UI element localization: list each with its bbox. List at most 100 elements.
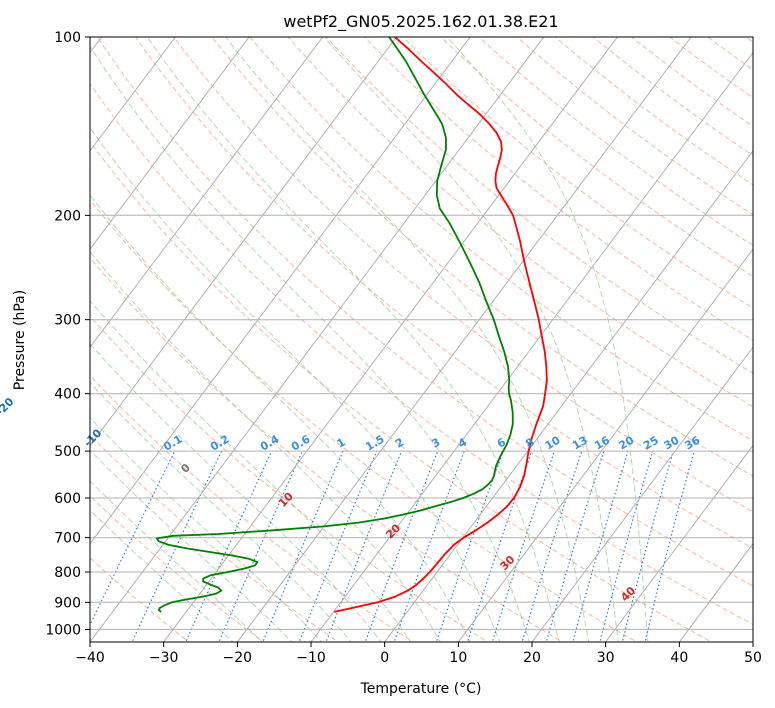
isotherm-line — [90, 37, 177, 152]
dry-adiabat-line — [363, 37, 753, 341]
y-tick-label: 600 — [54, 491, 81, 507]
x-tick-label: −10 — [296, 650, 326, 666]
skewed-isotherm-gridlines — [90, 37, 753, 642]
isotherm-line — [90, 37, 471, 545]
moist-adiabat-line — [90, 194, 471, 642]
y-tick-label: 800 — [54, 565, 81, 581]
dewpoint-profile-line — [155, 37, 514, 613]
temperature-profile-line — [334, 37, 548, 613]
isotherm-line — [90, 37, 398, 447]
x-tick-label: 40 — [670, 650, 688, 666]
chart-title: wetPf2_GN05.2025.162.01.38.E21 — [283, 12, 558, 32]
y-tick-label: 500 — [54, 444, 81, 460]
y-tick-label: 200 — [54, 208, 81, 224]
dry-adiabat-line — [668, 37, 753, 99]
line-annotations: 0.10.20.40.611.52346810131620253036-100-… — [0, 395, 703, 604]
mixing-ratio-label: 30 — [662, 433, 682, 452]
x-tick-label: 20 — [523, 650, 541, 666]
dry-adiabat-line — [401, 37, 753, 309]
mixing-ratio-label: 3 — [429, 436, 442, 451]
dry-adiabat-label: 20 — [383, 521, 403, 541]
mixing-ratio-label: 0.6 — [289, 432, 313, 453]
moist-adiabat-line — [146, 37, 560, 642]
mixing-ratio-label: 0.1 — [161, 433, 184, 454]
isotherm-line — [531, 346, 753, 642]
isotherm-line — [604, 444, 753, 642]
moist-adiabat-line — [90, 45, 530, 642]
y-axis-label: Pressure (hPa) — [12, 290, 28, 390]
plot-frame — [89, 36, 754, 643]
dry-adiabat-line — [90, 434, 340, 642]
dry-adiabat-line — [96, 37, 753, 587]
mixing-ratio-label: 4 — [456, 435, 469, 450]
isotherm-line — [90, 37, 545, 642]
moist-adiabat-line — [90, 417, 323, 642]
mixing-ratio-label: 1 — [335, 436, 348, 451]
mixing-ratio-line — [521, 450, 583, 642]
dry-adiabat-label: 40 — [618, 584, 638, 604]
dry-adiabat-line — [325, 37, 753, 374]
moist-adiabat-line — [323, 37, 619, 642]
x-tick-label: 50 — [744, 650, 762, 666]
mixing-ratio-line — [644, 450, 695, 642]
mixing-ratio-line — [364, 450, 439, 642]
dry-adiabat-line — [173, 37, 753, 513]
x-tick-label: −30 — [149, 650, 179, 666]
x-tick-label: 0 — [380, 650, 389, 666]
y-tick-label: 900 — [54, 595, 81, 611]
mixing-ratio-line — [131, 450, 223, 642]
isotherm-line — [90, 37, 250, 250]
x-tick-label: −40 — [75, 650, 105, 666]
mixing-ratio-label: 20 — [616, 433, 636, 452]
mixing-ratio-label: 10 — [543, 433, 563, 452]
isotherm-line — [236, 37, 692, 642]
dry-adiabat-line — [90, 140, 713, 642]
dry-adiabat-line — [249, 37, 753, 442]
moist-adiabat-line — [90, 343, 382, 642]
mixing-ratio-label: 0.4 — [258, 432, 282, 453]
dry-adiabat-line — [90, 315, 489, 642]
mixing-ratio-line — [218, 450, 303, 642]
dry-adiabat-line — [287, 37, 753, 408]
y-tick-label: 300 — [54, 313, 81, 329]
dry-adiabat-line — [630, 37, 753, 128]
moist-adiabat-line — [90, 480, 264, 642]
dry-adiabat-line — [707, 37, 753, 71]
x-axis-label: Temperature (°C) — [360, 681, 482, 697]
mixing-ratio-line — [325, 450, 403, 642]
y-tick-label: 1000 — [45, 622, 81, 638]
dry-adiabat-line — [745, 37, 753, 43]
mixing-ratio-label: 25 — [641, 434, 661, 453]
dry-adiabat-line — [134, 37, 753, 550]
dry-adiabat-label: 10 — [276, 490, 296, 510]
mixing-ratio-line — [435, 450, 504, 642]
background-lines — [90, 24, 775, 645]
mixing-ratio-line — [545, 450, 605, 642]
mixing-ratio-line — [298, 450, 378, 642]
y-tick-label: 700 — [54, 531, 81, 547]
dry-adiabat-line — [516, 37, 753, 216]
x-tick-label: 10 — [449, 650, 467, 666]
isobar-gridlines — [90, 37, 753, 630]
moist-adiabat-line — [90, 299, 412, 642]
y-tick-label: 100 — [54, 30, 81, 46]
isotherm-line — [383, 150, 753, 642]
dry-adiabat-line — [440, 37, 753, 278]
dry-adiabat-label: 30 — [498, 553, 518, 573]
isotherm-line — [678, 542, 753, 642]
x-tick-label: 30 — [597, 650, 615, 666]
dry-adiabat-line — [766, 24, 775, 645]
moist-adiabat-line — [90, 250, 441, 642]
moist-adiabat-line — [446, 37, 649, 642]
mixing-ratio-line — [621, 450, 674, 642]
axes: −40 −30 −20 −10 0 10 20 30 40 50 100 200 300 400 500 60… — [45, 30, 762, 666]
mixing-ratio-label: 1.5 — [363, 433, 386, 454]
dry-adiabat-line — [478, 37, 753, 246]
mixing-ratio-line — [572, 450, 629, 642]
isotherm-line — [90, 37, 324, 349]
mixing-ratio-line — [393, 450, 465, 642]
dry-adiabat-line — [592, 37, 753, 157]
y-tick-label: 400 — [54, 387, 81, 403]
isotherm-line — [752, 641, 753, 642]
